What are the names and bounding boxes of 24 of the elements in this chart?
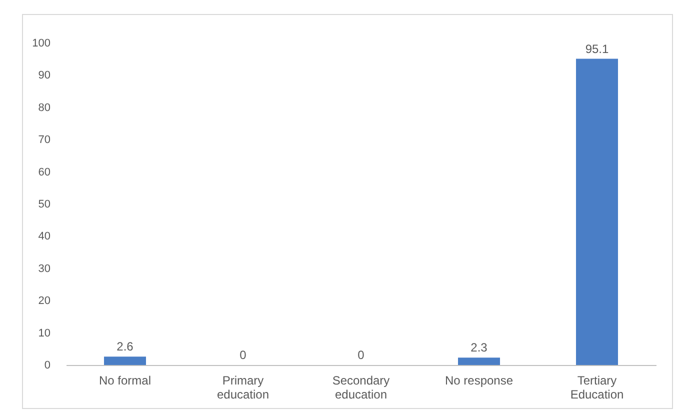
y-tick-label: 80 [38,102,50,114]
bar [458,358,500,365]
bar [576,58,618,365]
bar [104,356,146,365]
y-tick-label: 60 [38,166,50,178]
x-tick-label: No response [444,374,514,388]
x-tick-label: Tertiary Education [570,374,624,402]
y-tick-label: 90 [38,70,50,82]
x-tick-label: Secondary education [332,374,390,402]
x-tick-label: No formal [98,374,152,388]
y-tick-label: 100 [32,38,50,50]
data-label: 0 [240,348,247,362]
y-tick-label: 50 [38,198,50,210]
y-tick-label: 30 [38,262,50,275]
data-label: 95.1 [585,42,609,56]
data-label: 2.6 [116,340,134,354]
y-tick-label: 0 [44,360,50,372]
data-label: 0 [358,348,365,362]
x-tick-label: Primary education [216,374,270,402]
y-tick-label: 70 [38,134,50,146]
y-tick-label: 40 [38,230,50,243]
y-tick-label: 10 [38,327,50,340]
y-tick-label: 20 [38,295,50,308]
data-label: 2.3 [470,340,488,355]
